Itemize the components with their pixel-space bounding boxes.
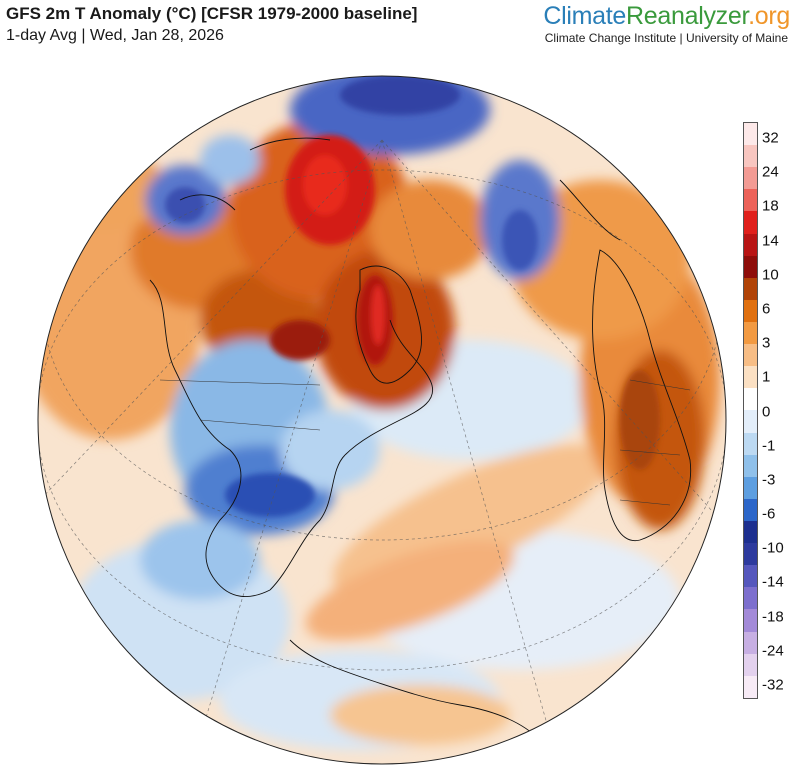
legend-swatch — [744, 189, 757, 212]
legend-swatch — [744, 565, 757, 588]
globe-surface — [38, 76, 726, 764]
brand-part-reanalyzer: Reanalyzer — [626, 2, 749, 30]
legend-swatch — [744, 520, 757, 544]
legend-label: 6 — [762, 300, 771, 318]
legend-label: 32 — [762, 129, 779, 147]
legend-swatch — [744, 675, 757, 698]
legend-label: 1 — [762, 368, 771, 386]
legend-label: -3 — [762, 471, 776, 489]
legend-label: -18 — [762, 608, 784, 626]
brand-tagline: Climate Change Institute | University of… — [544, 31, 788, 45]
legend-label: 18 — [762, 197, 779, 215]
brand-logo[interactable]: ClimateReanalyzer.org — [543, 2, 790, 31]
legend-swatch — [744, 631, 757, 654]
brand-part-org: .org — [748, 2, 790, 30]
legend-swatch — [744, 543, 757, 566]
legend-swatch — [744, 167, 757, 190]
legend-swatch — [744, 476, 757, 499]
borders — [159, 379, 691, 506]
legend-label: 24 — [762, 163, 779, 181]
legend-swatch — [744, 432, 757, 455]
legend-label: -1 — [762, 437, 776, 455]
legend-swatch — [744, 321, 757, 345]
legend-swatch — [744, 653, 757, 676]
legend-swatch — [744, 410, 757, 433]
legend-label: -14 — [762, 573, 784, 591]
legend-swatch — [744, 255, 757, 278]
legend-swatch — [744, 277, 757, 300]
legend-swatch — [744, 498, 757, 521]
legend-swatch — [744, 344, 757, 367]
legend-label: 14 — [762, 232, 779, 250]
legend-label: 10 — [762, 266, 779, 284]
coastlines — [149, 137, 692, 741]
brand-part-climate: Climate — [543, 2, 627, 30]
legend-swatch — [744, 211, 757, 234]
globe-outline — [37, 75, 727, 765]
legend-swatch — [744, 299, 757, 322]
legend-swatch — [744, 123, 757, 146]
legend-label: -24 — [762, 642, 784, 660]
map-title: GFS 2m T Anomaly (°C) [CFSR 1979-2000 ba… — [6, 4, 418, 23]
legend-swatch — [744, 454, 757, 477]
legend-swatch — [744, 388, 757, 411]
legend-swatch — [744, 609, 757, 632]
map-subtitle: 1-day Avg | Wed, Jan 28, 2026 — [6, 27, 224, 44]
legend-label: 3 — [762, 334, 771, 352]
legend-colorbar — [743, 122, 758, 699]
legend-swatch — [744, 366, 757, 389]
legend-swatch — [744, 587, 757, 610]
legend-label: -6 — [762, 505, 776, 523]
legend-swatch — [744, 145, 757, 168]
legend-label: -32 — [762, 676, 784, 694]
legend-label: 0 — [762, 403, 771, 420]
legend-label: -10 — [762, 539, 784, 557]
legend-swatch — [744, 233, 757, 256]
